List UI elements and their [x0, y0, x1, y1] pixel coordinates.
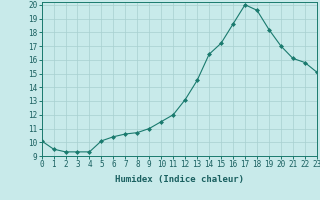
- X-axis label: Humidex (Indice chaleur): Humidex (Indice chaleur): [115, 175, 244, 184]
